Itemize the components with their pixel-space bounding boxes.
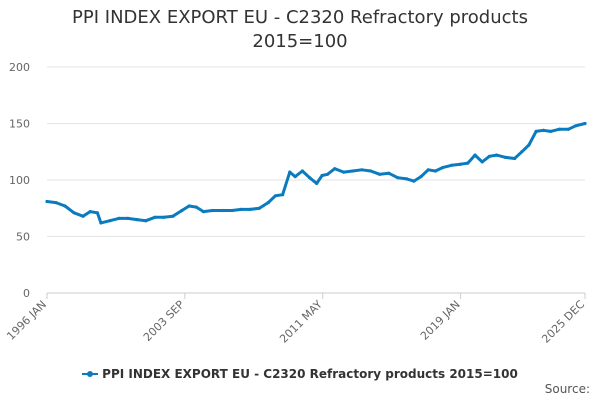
data-point <box>459 162 463 166</box>
series-group <box>45 121 587 225</box>
x-tick-label: 2003 SEP <box>141 298 187 344</box>
grid-lines <box>47 66 585 294</box>
legend-line-marker-icon <box>82 371 99 377</box>
data-point <box>557 127 562 131</box>
data-point <box>480 160 484 164</box>
data-point <box>248 207 252 211</box>
data-point <box>333 167 337 171</box>
legend-item[interactable]: PPI INDEX EXPORT EU - C2320 Refractory p… <box>82 367 518 381</box>
data-point <box>487 154 491 158</box>
data-point <box>342 170 346 174</box>
x-tick-label: 1996 JAN <box>4 298 49 343</box>
x-axis: 1996 JAN 2003 SEP 2011 MAY 2019 JAN 2025 DEC <box>4 292 587 346</box>
data-point <box>369 169 373 173</box>
data-point <box>72 211 76 215</box>
data-point <box>574 124 578 128</box>
chart-title: PPI INDEX EXPORT EU - C2320 Refractory p… <box>0 6 600 54</box>
data-point <box>171 214 175 218</box>
data-point <box>108 219 112 223</box>
data-point <box>320 173 324 178</box>
data-point <box>405 177 409 181</box>
data-point <box>81 214 85 218</box>
data-point <box>541 128 545 132</box>
data-point <box>513 156 517 161</box>
y-tick-label: 200 <box>9 61 30 74</box>
data-point <box>504 155 508 159</box>
data-point <box>63 204 67 208</box>
data-point <box>126 216 130 220</box>
data-point <box>180 208 184 213</box>
y-tick-label: 100 <box>9 174 30 187</box>
data-point <box>230 208 234 213</box>
data-point <box>351 169 355 173</box>
data-point <box>288 170 292 174</box>
chart-title-line2: 2015=100 <box>252 31 348 52</box>
data-point <box>117 216 121 220</box>
data-point <box>378 172 382 176</box>
data-point <box>194 205 198 209</box>
data-point <box>300 169 304 173</box>
data-point <box>281 193 285 197</box>
data-point <box>221 208 225 213</box>
data-point <box>162 215 166 219</box>
data-point <box>527 143 531 147</box>
data-point <box>473 153 477 157</box>
data-point <box>387 171 391 175</box>
data-point <box>566 127 571 131</box>
x-tick-label: 2011 MAY <box>277 298 325 346</box>
data-point <box>257 206 261 210</box>
data-point <box>293 175 297 179</box>
data-point <box>534 129 538 133</box>
data-point <box>308 176 312 180</box>
data-point <box>360 168 364 172</box>
legend-label: PPI INDEX EXPORT EU - C2320 Refractory p… <box>102 367 518 381</box>
data-point <box>466 161 470 165</box>
data-point <box>325 172 330 176</box>
data-point <box>396 176 400 180</box>
data-point <box>426 168 430 172</box>
data-point <box>315 181 319 185</box>
data-point <box>187 204 191 208</box>
chart-title-line1: PPI INDEX EXPORT EU - C2320 Refractory p… <box>72 7 528 28</box>
data-point <box>441 166 445 170</box>
data-point <box>239 207 243 211</box>
data-point <box>210 208 214 213</box>
data-point <box>273 194 277 198</box>
data-point <box>153 215 157 219</box>
data-point <box>135 218 139 222</box>
data-point <box>450 163 454 167</box>
x-tick-label: 2025 DEC <box>539 298 587 346</box>
series-line <box>45 122 587 225</box>
y-tick-label: 0 <box>23 287 30 300</box>
y-axis: 0 50 100 150 200 <box>9 61 30 300</box>
data-point <box>45 199 49 204</box>
source-label: Source: <box>544 382 590 396</box>
data-point <box>495 153 499 157</box>
data-point <box>201 210 206 214</box>
data-point <box>412 179 416 183</box>
data-point <box>433 169 437 173</box>
data-point <box>583 121 587 126</box>
data-point <box>548 129 553 133</box>
data-point <box>99 221 103 225</box>
data-point <box>419 175 423 179</box>
y-tick-label: 50 <box>16 231 30 244</box>
data-point <box>54 201 58 205</box>
x-tick-label: 2019 JAN <box>418 298 463 343</box>
data-point <box>95 211 99 215</box>
data-point <box>266 201 270 205</box>
legend[interactable]: PPI INDEX EXPORT EU - C2320 Refractory p… <box>0 364 600 381</box>
data-point <box>520 150 524 154</box>
y-tick-label: 150 <box>9 118 30 131</box>
data-point <box>88 210 92 214</box>
data-point <box>144 219 148 223</box>
